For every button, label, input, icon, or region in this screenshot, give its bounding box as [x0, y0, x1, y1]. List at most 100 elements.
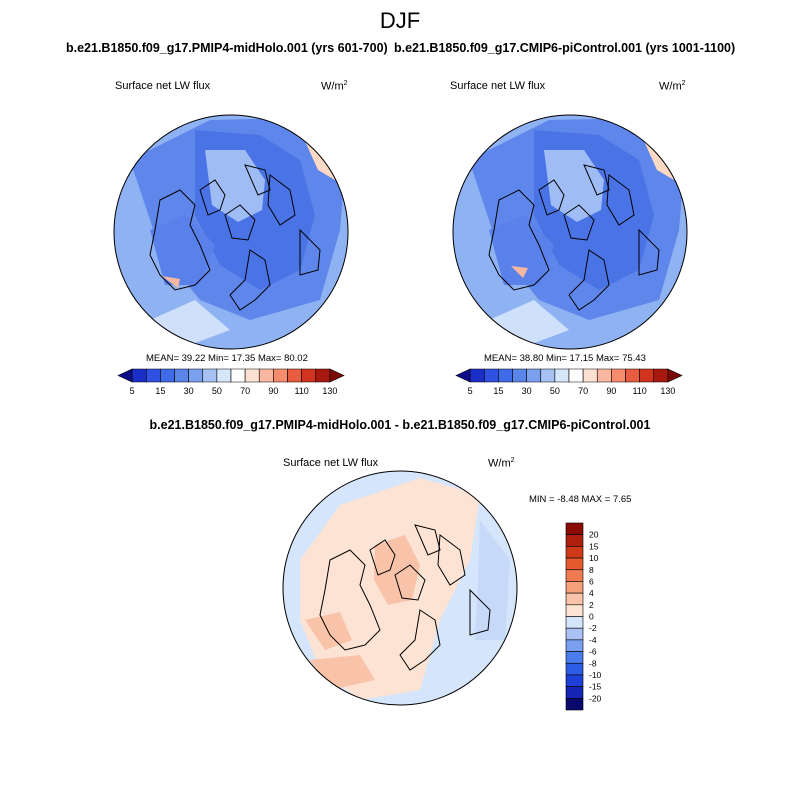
map-1-boundary [113, 114, 349, 350]
map-3-field-warm-core [374, 535, 420, 605]
season-title: DJF [379, 8, 421, 33]
colorbar-3-box [565, 674, 584, 687]
colorbar-1-tick-label: 15 [155, 386, 165, 396]
colorbar-2-tick-label: 50 [550, 386, 560, 396]
colorbar-2-tick-label: 15 [493, 386, 503, 396]
colorbar-2-box [469, 368, 485, 383]
colorbar-1-box [329, 368, 345, 383]
colorbar-3-box [565, 569, 584, 582]
colorbar-2-box [526, 368, 542, 383]
colorbar-3-box [565, 522, 584, 535]
colorbar-2-tick-label: 130 [660, 386, 675, 396]
colorbar-3-box [565, 581, 584, 594]
colorbar-1-box [117, 368, 133, 383]
colorbar-3-tick-label: -2 [589, 623, 597, 633]
colorbar-2-tick-label: 70 [578, 386, 588, 396]
map-3-coastlines [319, 524, 491, 671]
colorbar-1-box [145, 368, 161, 383]
colorbar-2-box [582, 368, 598, 383]
colorbar-3-box [565, 686, 584, 699]
panel-1-case-title: b.e21.B1850.f09_g17.PMIP4-midHolo.001 (y… [66, 41, 388, 55]
colorbar-2-box [639, 368, 655, 383]
colorbar-3-tick-label: -10 [589, 670, 602, 680]
colorbar-2: 5 15 30 50 70 90 110 130 [455, 368, 683, 396]
colorbar-2-box [498, 368, 513, 383]
colorbar-3-tick-label: 15 [589, 541, 599, 551]
panel-3-units: W/m2 [488, 457, 515, 470]
colorbar-1-box [258, 368, 274, 383]
colorbar-2-box [568, 368, 584, 383]
map-2-coastlines [488, 164, 660, 311]
map-2-field-central-arctic [544, 150, 604, 222]
colorbar-3-box [565, 627, 584, 641]
map-1-field-central-arctic [205, 150, 265, 222]
colorbar-1-tick-label: 130 [322, 386, 337, 396]
colorbar-3-box [565, 534, 584, 547]
map-1-field-greenland [150, 215, 215, 285]
map-3-field [283, 471, 517, 705]
colorbar-3-box [565, 616, 584, 629]
colorbar-2-box [483, 368, 499, 383]
colorbar-3-box [565, 604, 584, 617]
colorbar-1-box [188, 368, 204, 383]
colorbar-2-box [455, 368, 471, 383]
map-1-field [114, 115, 348, 349]
panel-1-field-label: Surface net LW flux [115, 80, 211, 92]
colorbar-2-tick-label: 5 [468, 386, 473, 396]
colorbar-2-box [611, 368, 626, 383]
colorbar-1-tick-label: 5 [130, 386, 135, 396]
colorbar-1-box [244, 368, 260, 383]
colorbar-1-box [160, 368, 175, 383]
colorbar-1-tick-label: 70 [240, 386, 250, 396]
colorbar-1-tick-label: 30 [184, 386, 194, 396]
colorbar-3-tick-label: -20 [589, 693, 602, 703]
colorbar-1-box [301, 368, 317, 383]
map-2-field-warm-spot [511, 266, 528, 278]
colorbar-3-tick-label: 0 [589, 612, 594, 622]
colorbar-3-box [565, 662, 584, 676]
colorbar-1-box [287, 368, 302, 383]
panel-2-stats: MEAN= 38.80 Min= 17.15 Max= 75.43 [484, 353, 646, 364]
map-2-field-atlantic [489, 300, 569, 345]
colorbar-3-tick-label: 4 [589, 588, 594, 598]
colorbar-2-tick-label: 30 [522, 386, 532, 396]
colorbar-2-box [512, 368, 527, 383]
panel-2-field-label: Surface net LW flux [450, 80, 546, 92]
colorbar-3-tick-label: 10 [589, 553, 599, 563]
panel-1-stats: MEAN= 39.22 Min= 17.35 Max= 80.02 [146, 353, 308, 364]
colorbar-1-box [131, 368, 147, 383]
colorbar-3-tick-label: -4 [589, 635, 597, 645]
panel-3-field-label: Surface net LW flux [283, 457, 379, 469]
map-3-field-cool-east [475, 520, 510, 640]
colorbar-3-tick-label: -8 [589, 658, 597, 668]
colorbar-2-box [554, 368, 570, 383]
colorbar-2-box [625, 368, 640, 383]
map-2-field-greenland [489, 215, 554, 285]
colorbar-3-tick-label: -6 [589, 647, 597, 657]
map-1-field-warm-spot [162, 276, 180, 288]
colorbar-3-box [565, 651, 584, 664]
panel-3-stats: MIN = -8.48 MAX = 7.65 [529, 494, 632, 505]
colorbar-1-tick-label: 50 [212, 386, 222, 396]
colorbar-2-tick-label: 110 [632, 386, 646, 396]
panel-3-case-title: b.e21.B1850.f09_g17.PMIP4-midHolo.001 - … [149, 418, 651, 432]
colorbar-2-box [667, 368, 683, 383]
colorbar-2-box [596, 368, 612, 383]
colorbar-3-tick-label: 8 [589, 565, 594, 575]
map-1-field-atlantic [150, 300, 230, 345]
colorbar-1-tick-label: 110 [294, 386, 308, 396]
colorbar-1-box [315, 368, 331, 383]
map-3-boundary [282, 470, 518, 706]
map-1-coastlines [149, 164, 321, 311]
colorbar-2-tick-label: 90 [606, 386, 616, 396]
colorbar-3-tick-label: 2 [589, 600, 594, 610]
colorbar-3-box [565, 592, 584, 606]
colorbar-3-box [565, 557, 584, 571]
colorbar-1-box [202, 368, 218, 383]
colorbar-1: 5 15 30 50 70 90 110 130 [117, 368, 345, 396]
colorbar-1-box [216, 368, 232, 383]
colorbar-3-box [565, 546, 584, 559]
colorbar-3-tick-label: 20 [589, 530, 599, 540]
